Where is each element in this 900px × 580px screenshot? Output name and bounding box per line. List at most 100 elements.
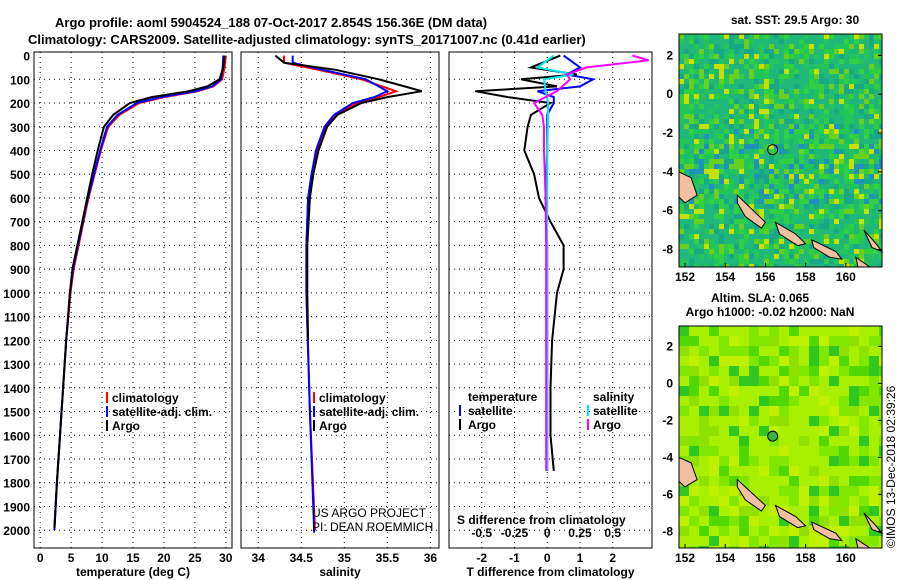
lat-tick-label: 0	[666, 87, 673, 101]
map-cell	[879, 49, 882, 54]
map-cell	[849, 249, 854, 254]
legend-swatch	[106, 420, 108, 431]
map-cell	[769, 326, 779, 336]
map-cell	[879, 326, 882, 336]
map-cell	[809, 79, 814, 84]
map-cell	[819, 224, 824, 229]
map-cell	[814, 264, 819, 267]
map-cell	[799, 526, 809, 536]
map-cell	[779, 99, 784, 104]
map-cell	[749, 39, 754, 44]
map-cell	[694, 84, 699, 89]
map-cell	[839, 94, 844, 99]
map-cell	[849, 99, 854, 104]
map-cell	[809, 139, 814, 144]
lon-tick-label: 158	[796, 270, 816, 284]
map-cell	[699, 386, 709, 396]
map-cell	[784, 244, 789, 249]
map-cell	[719, 466, 729, 476]
map-cell	[779, 516, 789, 526]
map-cell	[709, 426, 719, 436]
map-cell	[719, 124, 724, 129]
map-cell	[719, 264, 724, 267]
map-cell	[784, 149, 789, 154]
map-cell	[679, 149, 684, 154]
map-cell	[809, 219, 814, 224]
map-cell	[859, 184, 864, 189]
map-cell	[839, 406, 849, 416]
map-cell	[764, 154, 769, 159]
map-cell	[809, 536, 819, 546]
map-cell	[759, 356, 769, 366]
map-cell	[799, 134, 804, 139]
map-cell	[859, 209, 864, 214]
map-cell	[854, 104, 859, 109]
map-cell	[839, 69, 844, 74]
map-cell	[794, 244, 799, 249]
map-cell	[754, 209, 759, 214]
map-cell	[859, 356, 869, 366]
map-cell	[779, 149, 784, 154]
map-cell	[704, 144, 709, 149]
map-cell	[854, 224, 859, 229]
map-cell	[729, 396, 739, 406]
lat-tick-label: -6	[662, 487, 673, 501]
map-cell	[819, 34, 824, 39]
legend-swatch	[587, 419, 589, 430]
map-cell	[739, 159, 744, 164]
map-cell	[679, 396, 689, 406]
map-cell	[804, 244, 809, 249]
map-cell	[709, 39, 714, 44]
map-cell	[814, 219, 819, 224]
map-cell	[754, 94, 759, 99]
map-cell	[739, 496, 749, 506]
map-cell	[789, 476, 799, 486]
map-cell	[689, 139, 694, 144]
map-cell	[724, 259, 729, 264]
map-cell	[684, 109, 689, 114]
map-cell	[694, 234, 699, 239]
map-cell	[784, 259, 789, 264]
map-cell	[834, 244, 839, 249]
map-cell	[854, 264, 859, 267]
map-cell	[869, 516, 879, 526]
map-cell	[819, 109, 824, 114]
map-cell	[699, 209, 704, 214]
map-cell	[749, 114, 754, 119]
map-cell	[829, 39, 834, 44]
map-cell	[699, 536, 709, 546]
map-cell	[749, 264, 754, 267]
map-cell	[839, 39, 844, 44]
map-cell	[774, 254, 779, 259]
map-cell	[724, 244, 729, 249]
map-cell	[789, 486, 799, 496]
map-cell	[869, 264, 874, 267]
map-cell	[864, 119, 869, 124]
map-cell	[769, 199, 774, 204]
map-cell	[689, 336, 699, 346]
map-cell	[734, 69, 739, 74]
map-cell	[739, 149, 744, 154]
map-cell	[839, 466, 849, 476]
map-cell	[809, 119, 814, 124]
map-cell	[704, 189, 709, 194]
map-cell	[729, 64, 734, 69]
map-cell	[824, 164, 829, 169]
map-cell	[834, 84, 839, 89]
map-cell	[744, 104, 749, 109]
map-cell	[759, 546, 769, 548]
map-cell	[689, 506, 699, 516]
map-cell	[814, 34, 819, 39]
map-cell	[724, 239, 729, 244]
map-cell	[779, 84, 784, 89]
map-cell	[689, 119, 694, 124]
map-cell	[859, 109, 864, 114]
map-cell	[874, 79, 879, 84]
map-cell	[764, 69, 769, 74]
map-cell	[834, 59, 839, 64]
map-cell	[784, 204, 789, 209]
map-cell	[684, 169, 689, 174]
map-cell	[844, 144, 849, 149]
map-cell	[784, 184, 789, 189]
map-cell	[879, 174, 882, 179]
